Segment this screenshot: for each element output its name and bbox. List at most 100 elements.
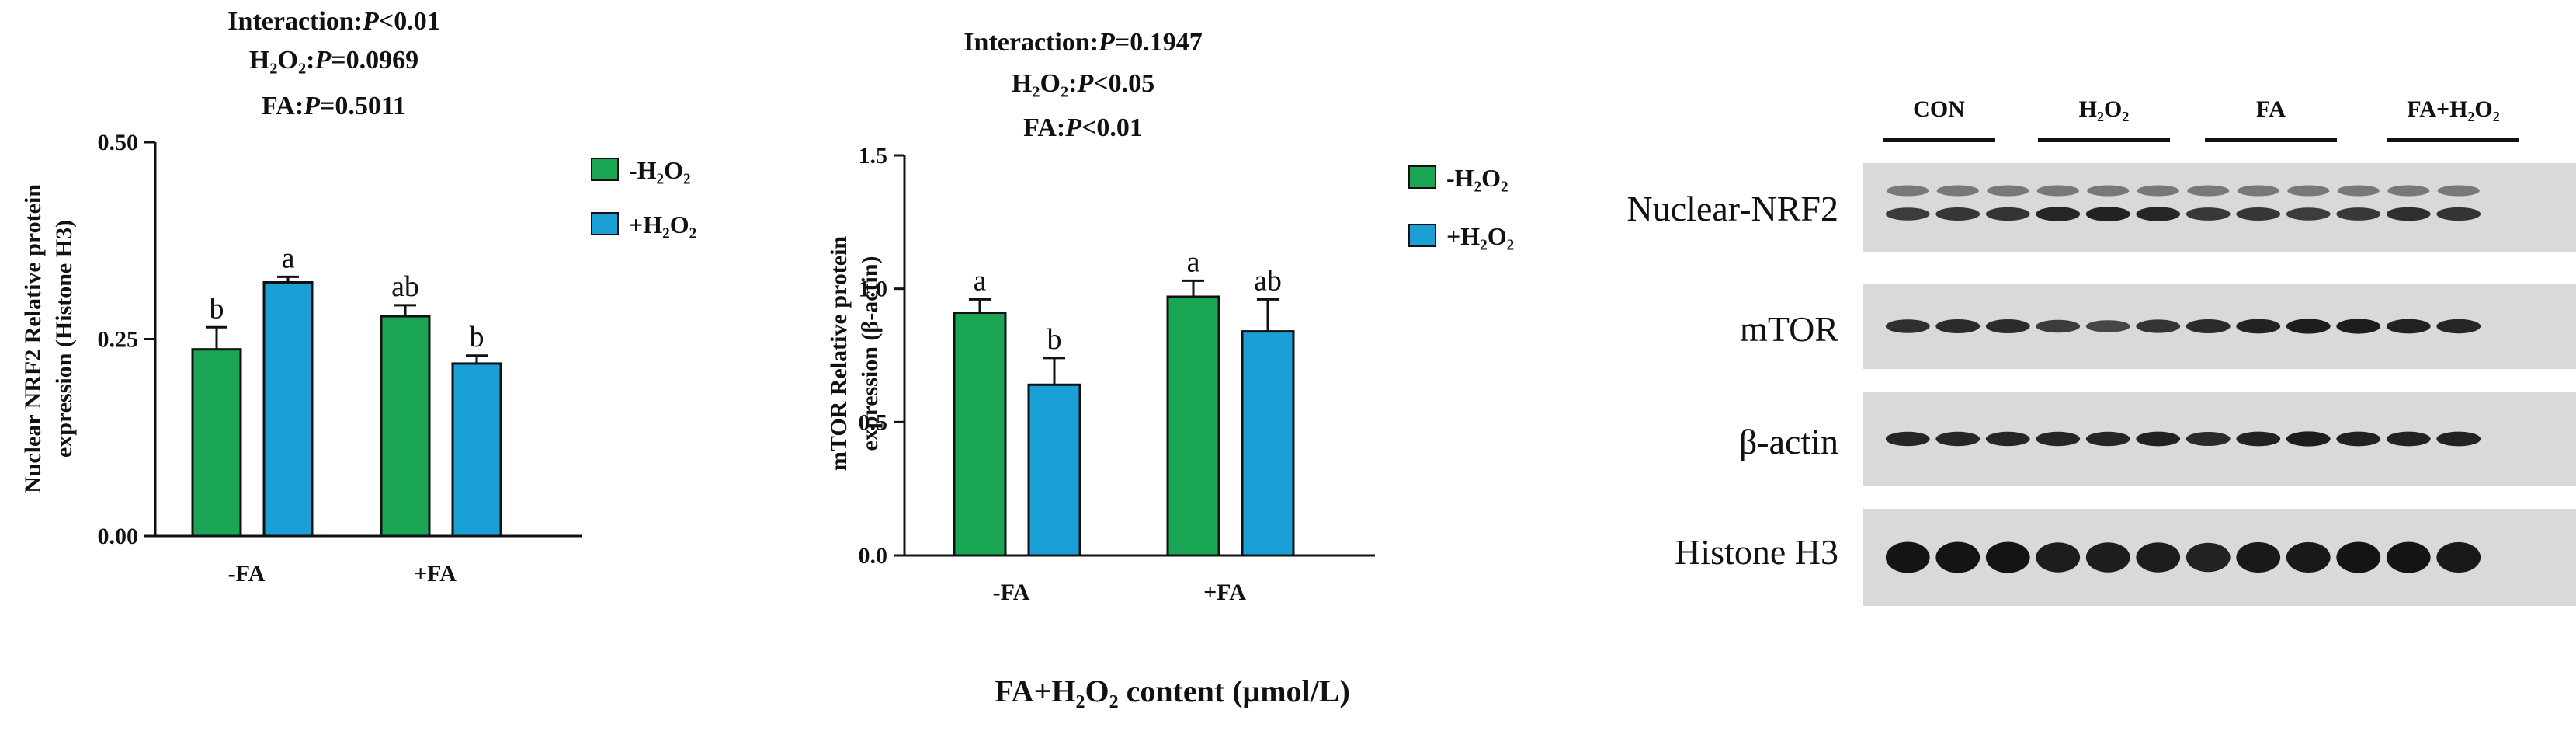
blot-band xyxy=(2036,319,2081,333)
blot-band xyxy=(2136,542,2181,573)
blot-band xyxy=(1985,431,2030,447)
x-axis-title: FA+H₂O₂ content (μmol/L) xyxy=(995,674,1350,708)
blot-band xyxy=(2236,319,2281,334)
bar xyxy=(191,348,242,538)
blot-row-label: Nuclear-NRF2 xyxy=(1627,189,1838,228)
blot-band xyxy=(2085,542,2130,573)
legend-label: -H₂O₂ xyxy=(1446,164,1508,192)
blot-band xyxy=(1935,541,1981,573)
blot-band xyxy=(1935,431,1981,447)
blot-band xyxy=(2136,207,2181,221)
blot-group-label: FA xyxy=(2256,96,2286,122)
blot-band xyxy=(2336,541,2381,573)
mtor-bar-chart: Interaction:P=0.1947 H₂O₂:P<0.05 FA:P<0.01… xyxy=(826,28,1514,605)
bar xyxy=(1027,383,1081,557)
bar xyxy=(380,315,431,538)
bar xyxy=(1166,295,1220,557)
y-axis-label: mTOR Relative protein expression (β-actin… xyxy=(826,236,883,472)
blot-band xyxy=(1985,319,2030,333)
bar xyxy=(451,362,502,538)
blot-band xyxy=(2286,541,2331,573)
blot-band-upper xyxy=(1987,185,2029,197)
significance-letter: b xyxy=(470,321,484,353)
significance-letter: a xyxy=(974,264,987,297)
nrf2-bar-chart: Interaction:P<0.01 H₂O₂:P=0.0969 FA:P=0.50… xyxy=(20,7,696,587)
stat-line: FA:P=0.5011 xyxy=(262,92,406,120)
y-tick-label: 0.50 xyxy=(98,130,139,155)
y-tick-label: 1.5 xyxy=(859,143,888,169)
blot-band-upper xyxy=(2387,185,2430,197)
blot-band xyxy=(2036,431,2081,447)
blot-band xyxy=(2436,319,2481,334)
blot-band xyxy=(2286,431,2331,447)
blot-band xyxy=(2286,319,2331,334)
y-tick-label: 0.00 xyxy=(98,524,139,549)
y-tick-label: 0.0 xyxy=(859,543,888,569)
blot-band xyxy=(2386,541,2431,573)
blot-band xyxy=(2085,431,2130,447)
blot-group-label: FA+H₂O₂ xyxy=(2407,96,2500,122)
blot-row-label: Histone H3 xyxy=(1675,532,1838,572)
stat-line: H₂O₂:P=0.0969 xyxy=(249,46,418,75)
bar xyxy=(1241,330,1295,557)
blot-band xyxy=(1935,207,1981,221)
significance-letter: a xyxy=(282,242,295,274)
y-axis-label: Nuclear NRF2 Relative protein expression … xyxy=(20,184,77,493)
legend-swatch xyxy=(1408,165,1436,189)
blot-band xyxy=(2236,207,2281,221)
blot-band xyxy=(1885,431,1930,447)
blot-band-upper xyxy=(2036,185,2079,197)
blot-band-upper xyxy=(2187,185,2230,197)
blot-band xyxy=(1885,207,1930,221)
blot-band xyxy=(2336,431,2381,447)
blot-band xyxy=(2185,542,2231,573)
legend-swatch xyxy=(591,158,619,181)
blot-band xyxy=(2436,207,2481,221)
blot-band xyxy=(2336,207,2381,221)
legend-swatch xyxy=(1408,224,1436,247)
significance-letter: ab xyxy=(1254,264,1282,297)
blot-group-label: CON xyxy=(1913,96,1965,122)
category-label: +FA xyxy=(414,561,457,587)
blot-row-background xyxy=(1863,163,2576,252)
blot-band xyxy=(2436,541,2481,573)
blot-band-upper xyxy=(2337,185,2380,197)
significance-letter: b xyxy=(1047,323,1062,356)
category-label: -FA xyxy=(228,561,266,587)
significance-letter: a xyxy=(1187,245,1200,278)
significance-letter: b xyxy=(210,292,224,325)
blot-band xyxy=(2136,431,2181,447)
bar xyxy=(953,312,1007,557)
category-label: -FA xyxy=(993,580,1030,605)
blot-band xyxy=(1885,319,1930,333)
y-tick-label: 1.0 xyxy=(859,277,888,302)
blot-band xyxy=(2386,431,2431,447)
blot-band xyxy=(2236,541,2281,573)
blot-band xyxy=(2336,319,2381,334)
blot-band-upper xyxy=(2287,185,2330,197)
y-tick-label: 0.25 xyxy=(98,327,139,353)
blot-band xyxy=(2236,431,2281,447)
blot-group-label: H₂O₂ xyxy=(2079,96,2130,122)
legend-label: +H₂O₂ xyxy=(629,211,696,238)
blot-band xyxy=(2036,207,2081,221)
blot-band xyxy=(2286,207,2331,221)
blot-band xyxy=(2085,207,2130,221)
blot-band-upper xyxy=(1887,185,1929,197)
blot-band xyxy=(1885,541,1930,573)
blot-band xyxy=(1935,319,1981,333)
blot-band xyxy=(2136,319,2181,333)
blot-band xyxy=(2386,319,2431,334)
blot-band xyxy=(2185,319,2231,333)
blot-band xyxy=(2185,432,2231,446)
stat-line: Interaction:P=0.1947 xyxy=(963,28,1202,57)
blot-band xyxy=(2085,320,2130,332)
blot-band xyxy=(1985,541,2030,573)
blot-band-upper xyxy=(2087,185,2130,197)
blot-band xyxy=(2386,207,2431,221)
blot-band-upper xyxy=(2237,185,2279,197)
blot-band xyxy=(2436,431,2481,447)
blot-band xyxy=(2036,542,2081,573)
blot-band-upper xyxy=(2437,185,2480,197)
